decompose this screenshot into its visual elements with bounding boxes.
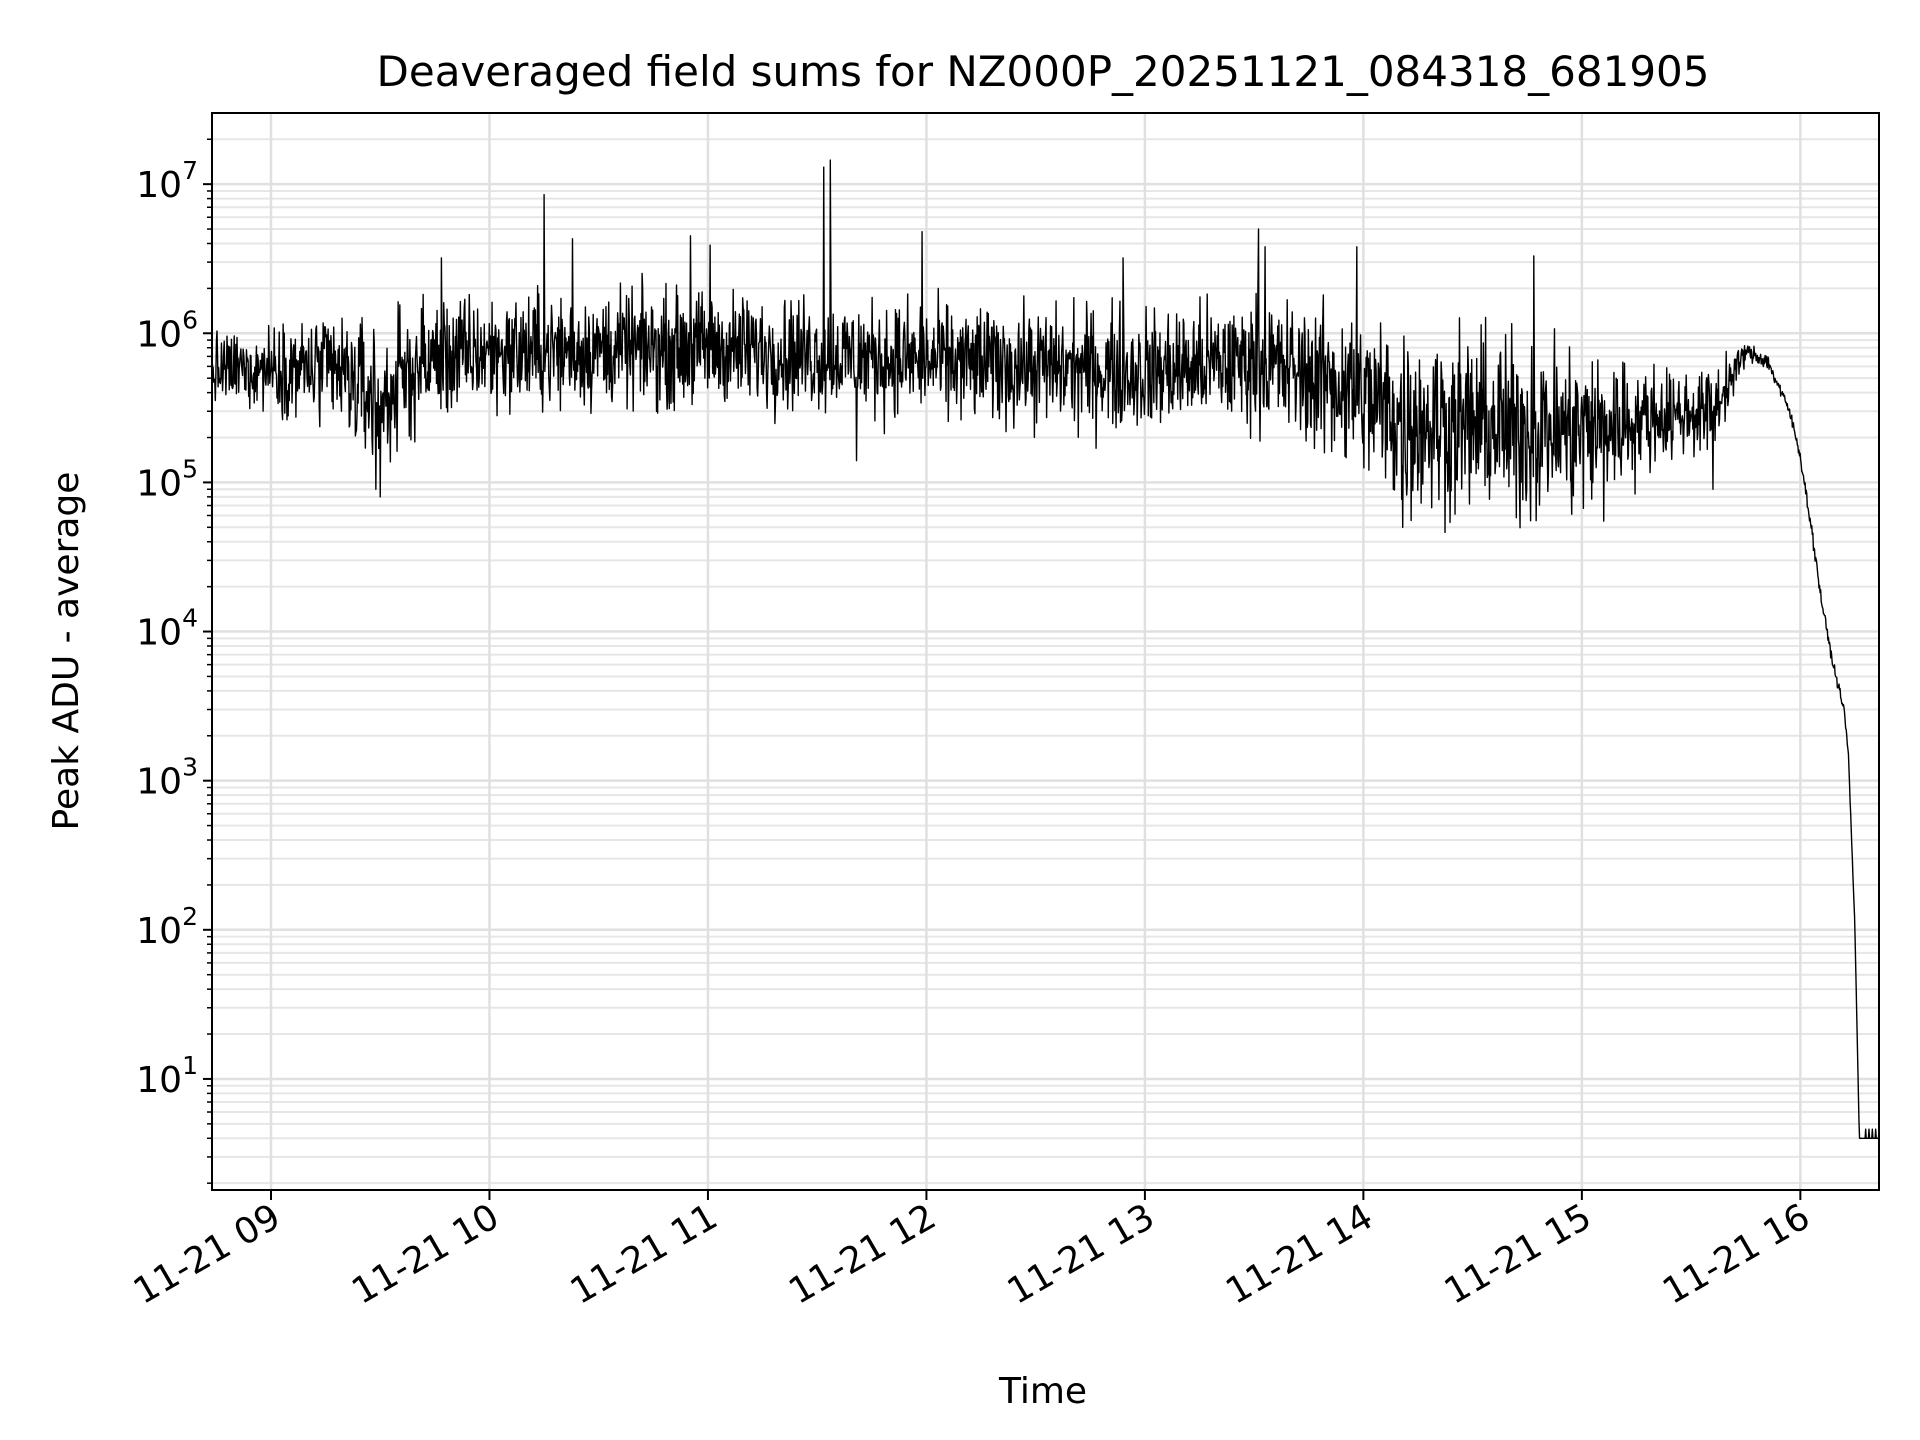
grid-major	[212, 113, 1879, 1190]
y-axis-label: Peak ADU - average	[46, 472, 87, 831]
y-tick-label: 103	[136, 753, 198, 803]
y-tick-label: 104	[136, 604, 198, 654]
x-axis-label: Time	[998, 1371, 1087, 1412]
y-tick-label: 102	[136, 902, 198, 952]
y-tick-label: 106	[136, 305, 198, 355]
y-tick-label: 107	[136, 156, 198, 206]
plot-frame	[211, 112, 1880, 1191]
plot-background	[212, 113, 1879, 1190]
y-axis-ticks: 101 102 103 104 105 106 107	[136, 138, 212, 1184]
y-tick-label: 105	[136, 454, 198, 504]
chart-title: Deaveraged field sums for NZ000P_2025112…	[377, 47, 1710, 96]
series-layer	[211, 159, 1880, 1139]
plot-area	[211, 112, 1880, 1191]
series-line	[211, 159, 1880, 1139]
y-tick-label: 101	[136, 1051, 198, 1101]
